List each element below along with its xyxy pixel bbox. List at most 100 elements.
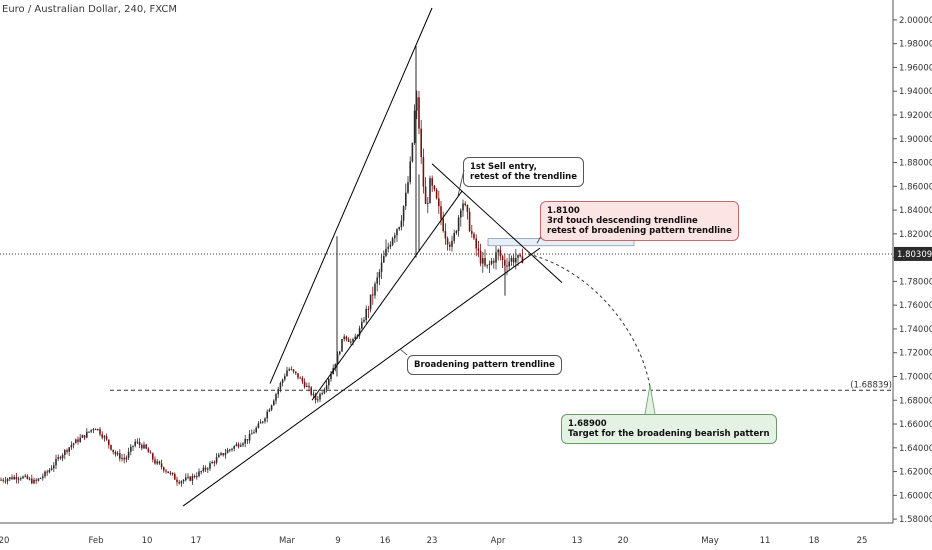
candle-body bbox=[319, 393, 321, 400]
candle-body bbox=[255, 427, 257, 433]
current-price-value: 1.80309 bbox=[897, 250, 932, 260]
candle-body bbox=[422, 156, 425, 187]
x-tick-label: 25 bbox=[857, 536, 868, 546]
candle-body bbox=[132, 445, 134, 447]
candle-body bbox=[323, 389, 326, 394]
candle-body bbox=[273, 400, 275, 406]
candle-body bbox=[446, 238, 449, 245]
annotation-sell-entry-line1: 1st Sell entry, bbox=[470, 162, 537, 172]
candle-body bbox=[174, 473, 176, 480]
y-tick-label: 1.84000 bbox=[899, 206, 932, 216]
candle-body bbox=[517, 254, 519, 259]
candle-body bbox=[336, 354, 339, 364]
candle-body bbox=[15, 477, 18, 480]
candle-body bbox=[77, 439, 79, 442]
x-tick-label: 23 bbox=[427, 536, 438, 546]
candle-body bbox=[48, 470, 51, 473]
candle-body bbox=[169, 472, 172, 474]
x-tick-label: 13 bbox=[572, 536, 583, 546]
candle-body bbox=[383, 256, 385, 263]
x-tick-label: 20 bbox=[0, 536, 9, 546]
candle-body bbox=[59, 457, 62, 459]
candle-body bbox=[193, 475, 196, 477]
candle-body bbox=[343, 336, 345, 339]
candle-body bbox=[266, 411, 268, 419]
candle-body bbox=[490, 260, 493, 264]
candle-body bbox=[42, 476, 44, 478]
candle-body bbox=[486, 264, 488, 266]
y-tick-label: 1.70000 bbox=[899, 372, 932, 382]
candle-body bbox=[165, 470, 167, 472]
candle-body bbox=[114, 452, 117, 455]
candle-body bbox=[347, 339, 350, 342]
candle-body bbox=[66, 450, 68, 452]
candle-body bbox=[284, 376, 286, 380]
annotation-third-touch-line1: 1.8100 bbox=[547, 206, 580, 216]
candle-body bbox=[235, 444, 238, 447]
x-tick-label: Mar bbox=[279, 536, 296, 546]
candle-body bbox=[55, 458, 57, 466]
candle-body bbox=[409, 161, 411, 183]
x-tick-label: 20 bbox=[618, 536, 629, 546]
candle-body bbox=[488, 263, 491, 265]
candle-body bbox=[288, 369, 290, 371]
candle-body bbox=[72, 443, 75, 446]
candle-body bbox=[44, 471, 46, 477]
candle-body bbox=[143, 444, 145, 449]
candle-body bbox=[70, 445, 73, 448]
candle-body bbox=[6, 479, 9, 482]
candle-body bbox=[515, 258, 517, 263]
candle-body bbox=[442, 218, 444, 232]
candle-body bbox=[152, 453, 154, 460]
candle-body bbox=[512, 257, 515, 263]
trendline-steep-up bbox=[269, 7, 433, 384]
candle-body bbox=[218, 454, 220, 458]
y-tick-label: 1.64000 bbox=[899, 444, 932, 454]
candle-body bbox=[268, 409, 271, 412]
candle-body bbox=[295, 371, 297, 374]
candle-body bbox=[367, 308, 370, 310]
y-tick-label: 1.62000 bbox=[899, 468, 932, 478]
y-tick-label: 1.60000 bbox=[899, 491, 932, 501]
x-tick-label: 17 bbox=[191, 536, 202, 546]
candle-body bbox=[215, 457, 218, 463]
candle-body bbox=[279, 383, 282, 390]
candle-body bbox=[418, 97, 420, 129]
candle-body bbox=[435, 189, 438, 199]
y-tick-label: 1.72000 bbox=[899, 349, 932, 359]
candle-body bbox=[171, 472, 174, 474]
candle-body bbox=[68, 447, 70, 452]
y-tick-label: 1.58000 bbox=[899, 515, 932, 525]
candle-body bbox=[411, 142, 414, 162]
candle-body bbox=[224, 453, 227, 456]
candle-body bbox=[521, 256, 524, 264]
candle-body bbox=[119, 453, 121, 459]
candle-body bbox=[501, 256, 504, 260]
candle-body bbox=[334, 363, 337, 368]
candle-body bbox=[26, 475, 29, 480]
candle-body bbox=[37, 478, 40, 481]
candle-body bbox=[163, 467, 165, 471]
candle-body bbox=[248, 433, 251, 441]
candle-body bbox=[211, 462, 213, 464]
candle-body bbox=[53, 465, 55, 469]
candle-body bbox=[2, 479, 4, 481]
candle-body bbox=[477, 248, 480, 251]
candle-body bbox=[444, 231, 447, 239]
candle-body bbox=[328, 379, 330, 386]
current-price-tag bbox=[894, 246, 932, 261]
candle-body bbox=[352, 339, 354, 342]
candle-body bbox=[350, 341, 352, 343]
candle-body bbox=[385, 248, 387, 257]
candle-body bbox=[110, 444, 112, 450]
candle-body bbox=[240, 445, 242, 447]
candle-body bbox=[286, 370, 288, 377]
candle-body bbox=[220, 453, 222, 455]
x-tick-label: 11 bbox=[760, 536, 771, 546]
candle-body bbox=[354, 336, 356, 340]
y-tick-label: 1.94000 bbox=[899, 87, 932, 97]
annotation-target-line2: Target for the broadening bearish patter… bbox=[568, 429, 770, 439]
x-tick-label: Apr bbox=[491, 536, 506, 546]
candle-body bbox=[330, 374, 332, 380]
